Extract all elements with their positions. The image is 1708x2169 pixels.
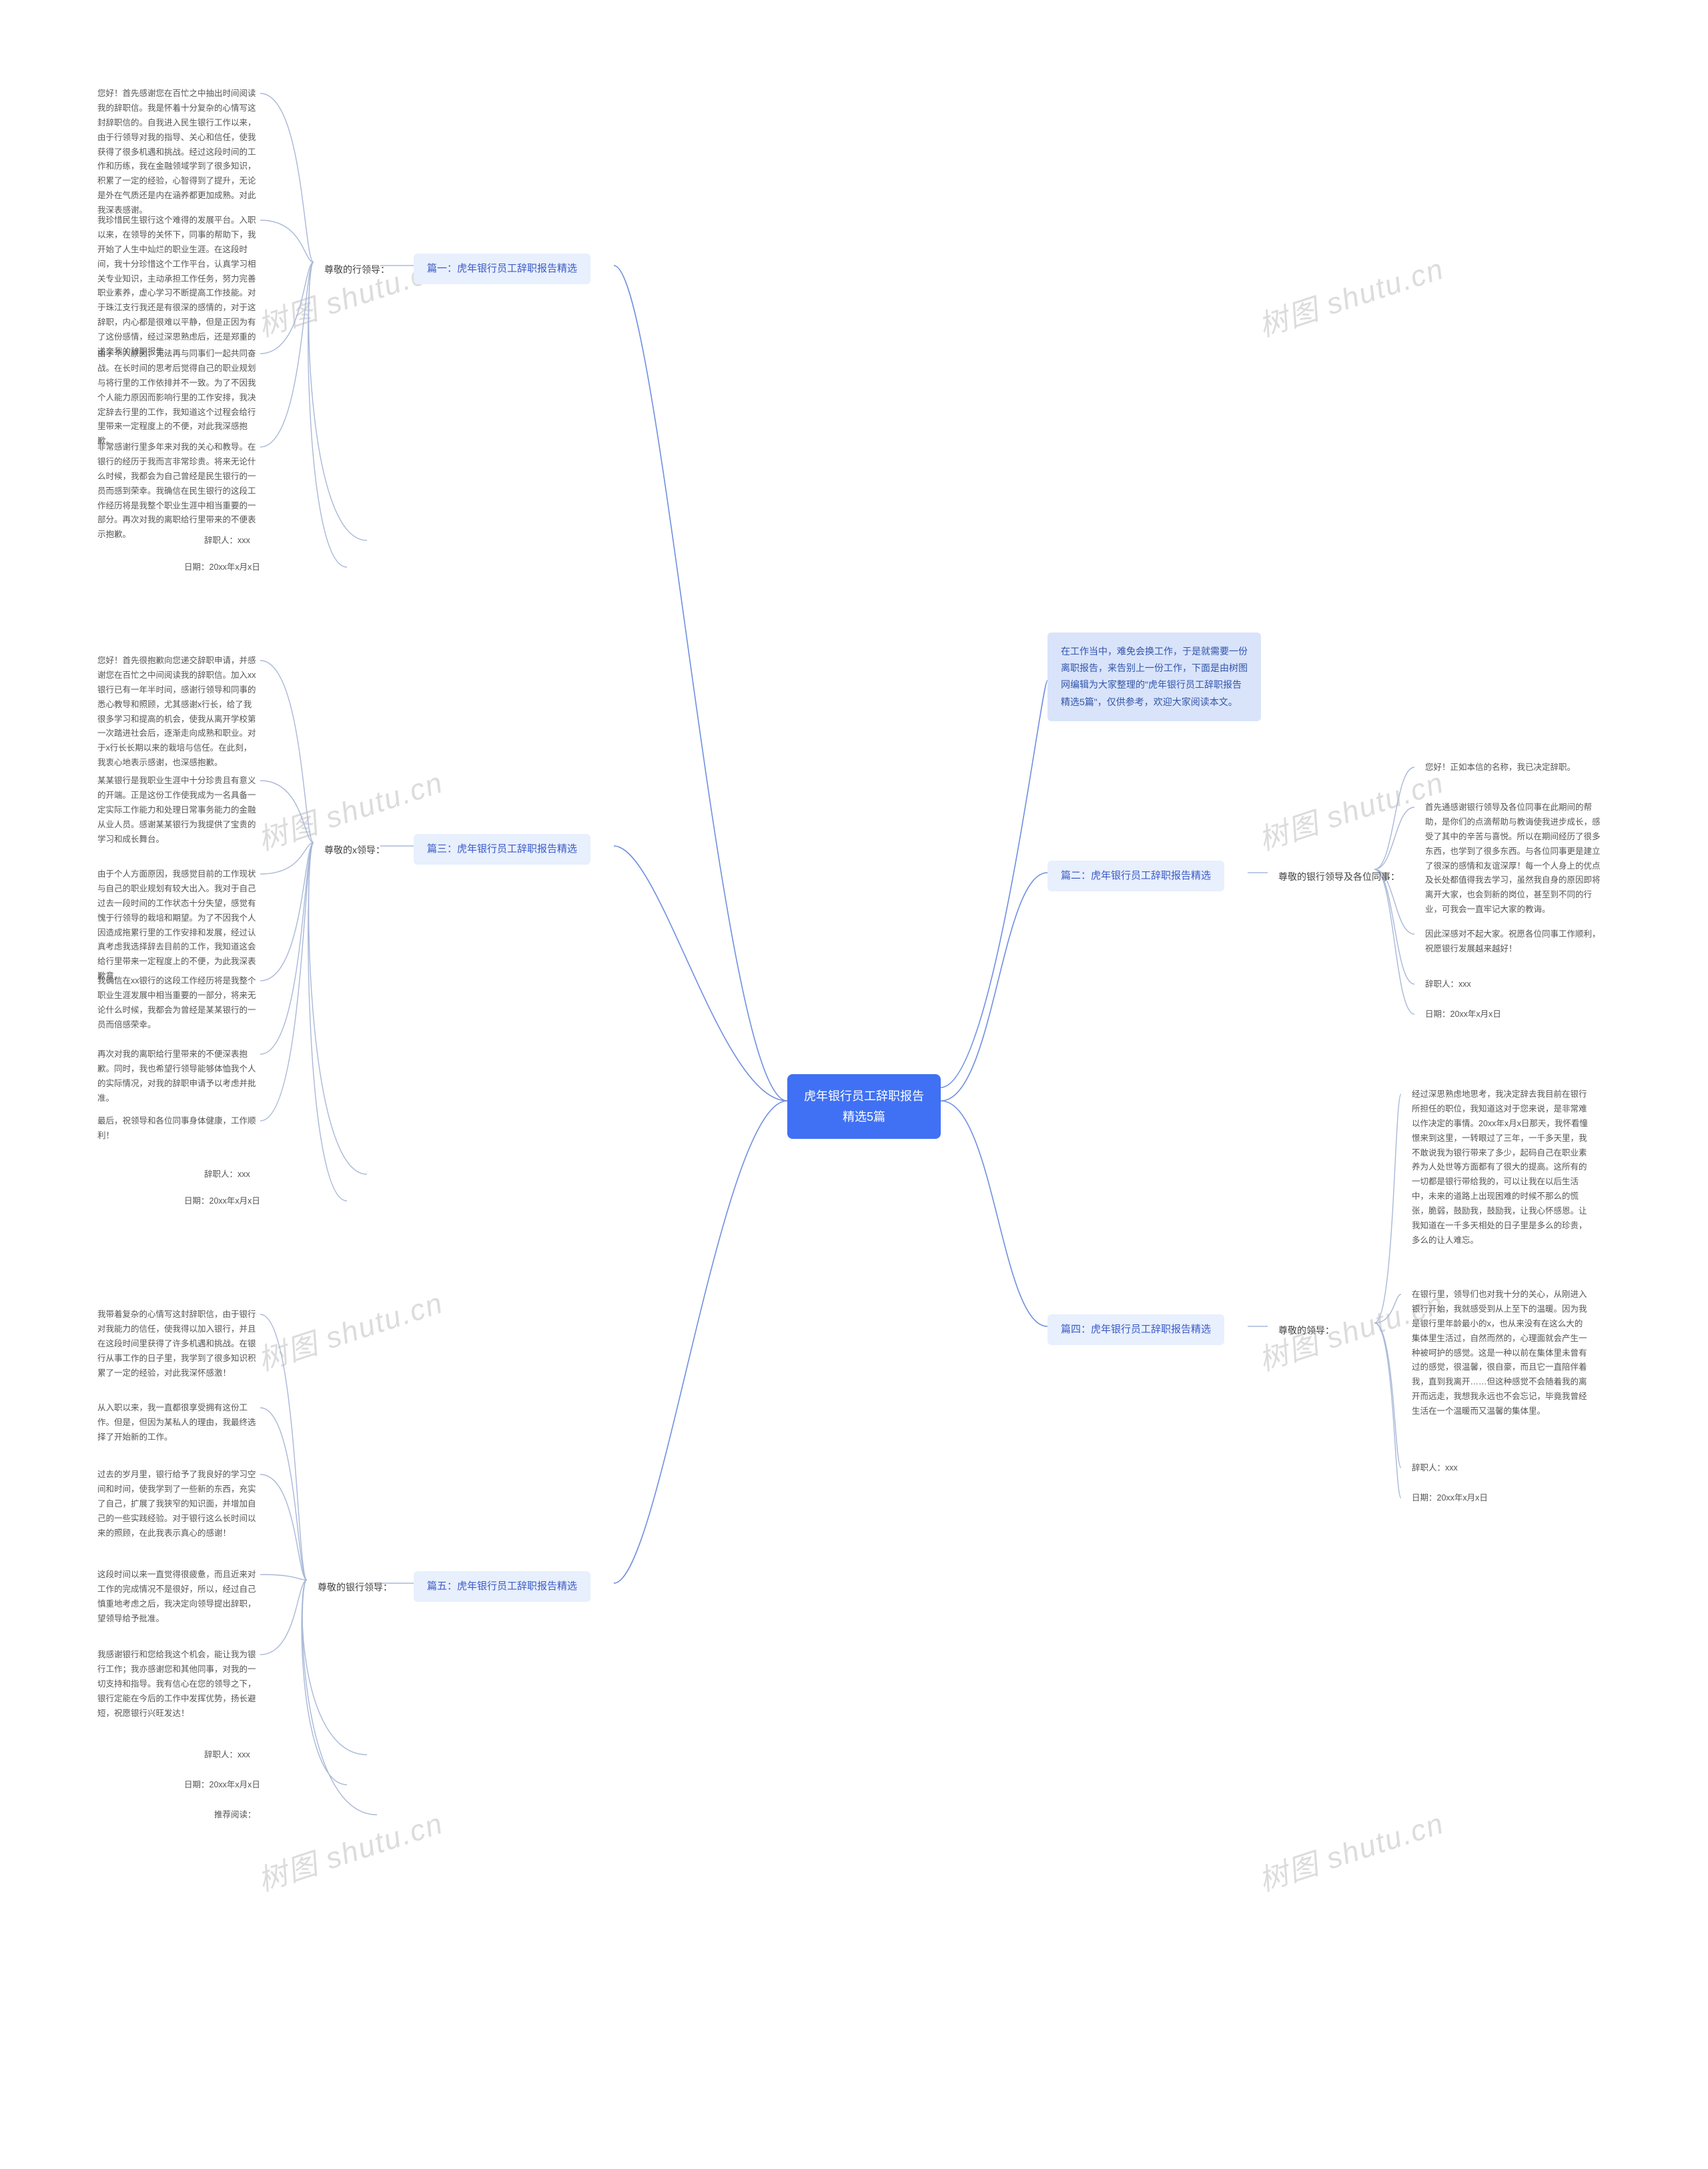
leaf-paragraph: 过去的岁月里，银行给予了我良好的学习空间和时间，使我学到了一些新的东西，充实了自… bbox=[87, 1461, 267, 1547]
salutation: 尊敬的x领导： bbox=[314, 836, 396, 865]
intro-text: 在工作当中，难免会换工作，于是就需要一份离职报告，来告别上一份工作，下面是由树图… bbox=[1061, 646, 1248, 707]
article-title: 篇一：虎年银行员工辞职报告精选 bbox=[414, 254, 590, 284]
article-title: 篇四：虎年银行员工辞职报告精选 bbox=[1047, 1314, 1224, 1345]
leaf-paragraph: 辞职人：xxx bbox=[193, 1741, 261, 1769]
leaf-paragraph: 日期：20xx年x月x日 bbox=[1414, 1001, 1512, 1029]
leaf-paragraph: 在银行里，领导们也对我十分的关心，从刚进入银行开始，我就感受到从上至下的温暖。因… bbox=[1401, 1281, 1601, 1426]
leaf-paragraph: 您好！首先感谢您在百忙之中抽出时间阅读我的辞职信。我是怀着十分复杂的心情写这封辞… bbox=[87, 80, 267, 225]
leaf-paragraph: 某某银行是我职业生涯中十分珍贵且有意义的开端。正是这份工作使我成为一名具备一定实… bbox=[87, 767, 267, 853]
article-title: 篇三：虎年银行员工辞职报告精选 bbox=[414, 834, 590, 865]
leaf-paragraph: 辞职人：xxx bbox=[1401, 1454, 1468, 1482]
watermark: 树图 shutu.cn bbox=[1252, 245, 1448, 345]
leaf-paragraph: 首先通感谢银行领导及各位同事在此期间的帮助，是你们的点滴帮助与教诲使我进步成长，… bbox=[1414, 794, 1615, 924]
leaf-paragraph: 再次对我的离职给行里带来的不便深表抱歉。同时，我也希望行领导能够体恤我个人的实际… bbox=[87, 1041, 267, 1113]
salutation: 尊敬的行领导： bbox=[314, 256, 400, 285]
leaf-paragraph: 经过深思熟虑地思考，我决定辞去我目前在银行所担任的职位，我知道这对于您来说，是非… bbox=[1401, 1081, 1601, 1255]
leaf-paragraph: 日期：20xx年x月x日 bbox=[173, 554, 271, 582]
center-text: 虎年银行员工辞职报告精选5篇 bbox=[804, 1090, 924, 1124]
salutation: 尊敬的银行领导： bbox=[307, 1573, 403, 1603]
leaf-paragraph: 辞职人：xxx bbox=[1414, 971, 1482, 999]
leaf-paragraph: 日期：20xx年x月x日 bbox=[173, 1771, 271, 1799]
leaf-paragraph: 辞职人：xxx bbox=[193, 527, 261, 555]
leaf-paragraph: 您好！正如本信的名称，我已决定辞职。 bbox=[1414, 754, 1586, 782]
leaf-paragraph: 从入职以来，我一直都很享受拥有这份工作。但是，但因为某私人的理由，我最终选择了开… bbox=[87, 1394, 267, 1452]
salutation: 尊敬的银行领导及各位同事： bbox=[1268, 863, 1410, 892]
leaf-paragraph: 我感谢银行和您给我这个机会，能让我为银行工作；我亦感谢您和其他同事，对我的一切支… bbox=[87, 1641, 267, 1727]
salutation: 尊敬的领导： bbox=[1268, 1316, 1345, 1346]
leaf-paragraph: 最后，祝领导和各位同事身体健康，工作顺利！ bbox=[87, 1108, 267, 1150]
leaf-paragraph: 因此深感对不起大家。祝愿各位同事工作顺利，祝愿银行发展越来越好！ bbox=[1414, 921, 1615, 963]
leaf-paragraph: 我带着复杂的心情写这封辞职信，由于银行对我能力的信任，使我得以加入银行，并且在这… bbox=[87, 1301, 267, 1387]
leaf-paragraph: 您好！首先很抱歉向您递交辞职申请，并感谢您在百忙之中间阅读我的辞职信。加入xx银… bbox=[87, 647, 267, 777]
intro-node: 在工作当中，难免会换工作，于是就需要一份离职报告，来告别上一份工作，下面是由树图… bbox=[1047, 632, 1261, 721]
article-title: 篇五：虎年银行员工辞职报告精选 bbox=[414, 1571, 590, 1602]
watermark: 树图 shutu.cn bbox=[252, 1279, 448, 1379]
article-title: 篇二：虎年银行员工辞职报告精选 bbox=[1047, 861, 1224, 891]
watermark: 树图 shutu.cn bbox=[252, 1799, 448, 1899]
leaf-paragraph: 辞职人：xxx bbox=[193, 1161, 261, 1189]
watermark: 树图 shutu.cn bbox=[1252, 1799, 1448, 1899]
leaf-paragraph: 这段时间以来一直觉得很疲惫，而且近来对工作的完成情况不是很好，所以，经过自己慎重… bbox=[87, 1561, 267, 1633]
leaf-paragraph: 日期：20xx年x月x日 bbox=[173, 1188, 271, 1216]
center-node: 虎年银行员工辞职报告精选5篇 bbox=[787, 1074, 941, 1139]
leaf-paragraph: 我确信在xx银行的这段工作经历将是我整个职业生涯发展中相当重要的一部分，将来无论… bbox=[87, 967, 267, 1039]
leaf-paragraph: 日期：20xx年x月x日 bbox=[1401, 1484, 1499, 1512]
leaf-paragraph: 推荐阅读： bbox=[203, 1801, 267, 1829]
